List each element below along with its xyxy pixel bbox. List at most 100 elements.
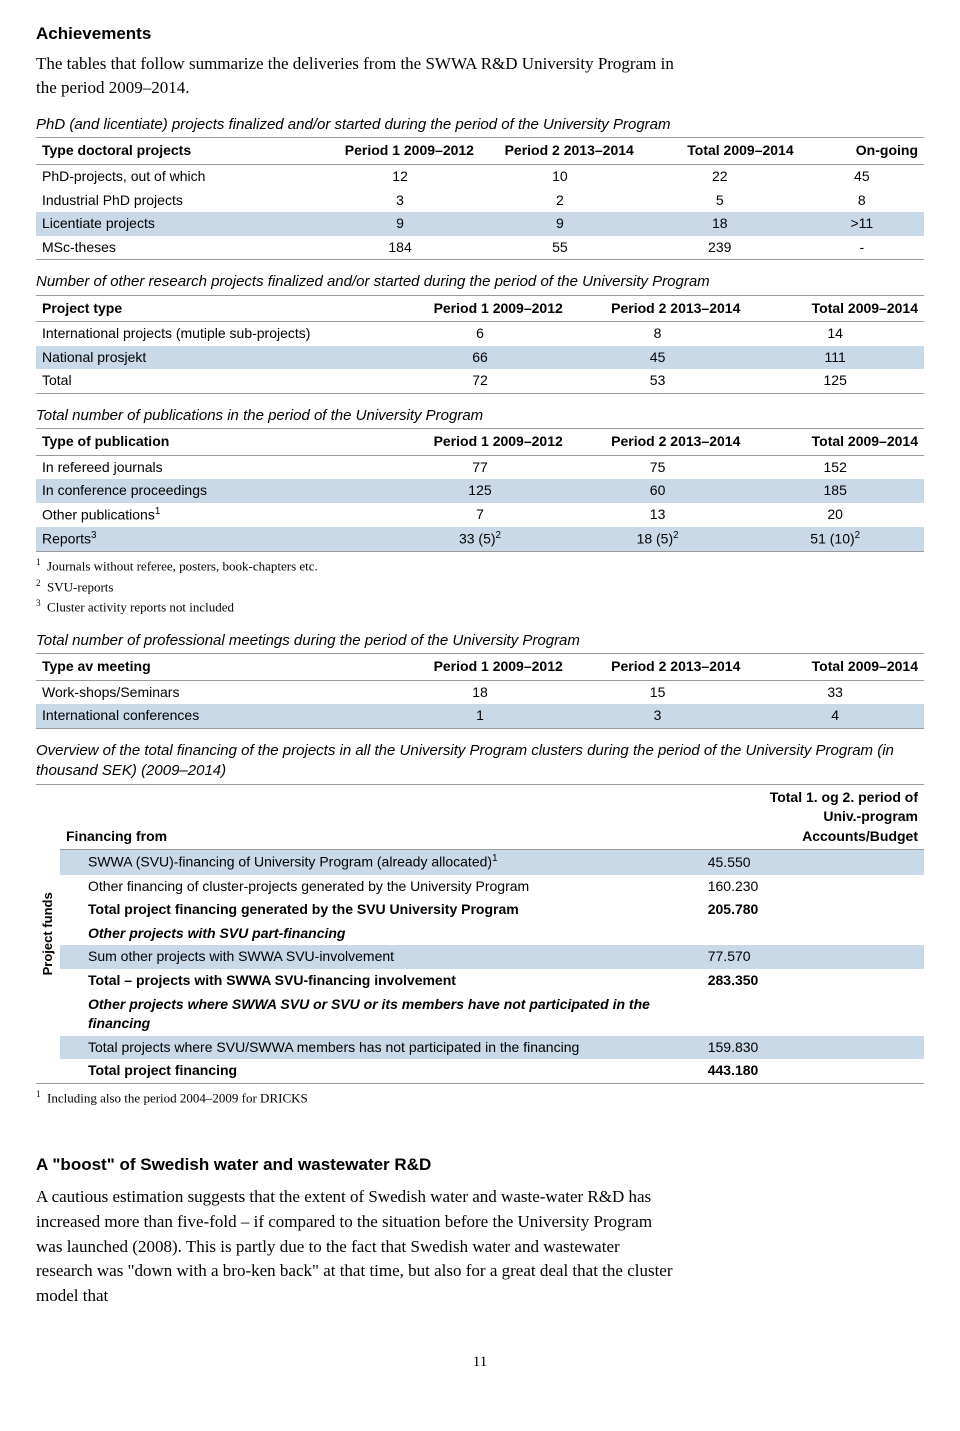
section-heading: Achievements — [36, 22, 924, 46]
row-label: Other publications1 — [36, 503, 391, 527]
table-cell: 125 — [746, 369, 924, 393]
table-header: Project type — [36, 295, 391, 322]
subsection-heading: A "boost" of Swedish water and wastewate… — [36, 1153, 924, 1177]
table-cell: 125 — [391, 479, 569, 503]
table-cell: 22 — [640, 164, 800, 188]
row-label: Licentiate projects — [36, 212, 320, 236]
row-label: PhD-projects, out of which — [36, 164, 320, 188]
table-cell: 60 — [569, 479, 747, 503]
table-cell: 9 — [320, 212, 480, 236]
table-row: International projects (mutiple sub-proj… — [36, 322, 924, 346]
financing-side-label: Project funds — [36, 785, 60, 1083]
body-paragraph: A cautious estimation suggests that the … — [36, 1185, 676, 1308]
row-label: National prosjekt — [36, 346, 391, 370]
financing-row: Total projects where SVU/SWWA members ha… — [60, 1036, 924, 1060]
table-cell: 72 — [391, 369, 569, 393]
financing-table-wrap: Project funds Financing from Total 1. og… — [36, 784, 924, 1084]
table-cell: 185 — [746, 479, 924, 503]
table-row: National prosjekt6645111 — [36, 346, 924, 370]
table-cell: 7 — [391, 503, 569, 527]
table-cell: 18 (5)2 — [569, 527, 747, 552]
table-cell: 18 — [640, 212, 800, 236]
financing-value: 283.350 — [702, 969, 924, 993]
table-header: Type doctoral projects — [36, 138, 320, 165]
financing-value — [702, 922, 924, 946]
financing-value — [702, 993, 924, 1036]
table-row: In refereed journals7775152 — [36, 455, 924, 479]
financing-row: Sum other projects with SWWA SVU-involve… — [60, 945, 924, 969]
table-header: Period 2 2013–2014 — [569, 654, 747, 681]
table-cell: 3 — [320, 189, 480, 213]
table-cell: 111 — [746, 346, 924, 370]
table-cell: 2 — [480, 189, 640, 213]
table-cell: 15 — [569, 680, 747, 704]
table-cell: 8 — [569, 322, 747, 346]
financing-row: Total project financing generated by the… — [60, 898, 924, 922]
financing-header-1: Total 1. og 2. period ofUniv.-program Ac… — [702, 785, 924, 850]
table-header: Period 1 2009–2012 — [391, 429, 569, 456]
financing-value: 45.550 — [702, 850, 924, 875]
footnote: 2 SVU-reports — [36, 577, 924, 597]
table-row: Work-shops/Seminars181533 — [36, 680, 924, 704]
table-cell: 20 — [746, 503, 924, 527]
footnote: 1 Journals without referee, posters, boo… — [36, 556, 924, 576]
table-cell: 10 — [480, 164, 640, 188]
table-cell: 9 — [480, 212, 640, 236]
table-cell: 45 — [800, 164, 924, 188]
row-label: In refereed journals — [36, 455, 391, 479]
table-cell: 51 (10)2 — [746, 527, 924, 552]
table-cell: 6 — [391, 322, 569, 346]
table3: Type of publicationPeriod 1 2009–2012Per… — [36, 428, 924, 552]
financing-value: 77.570 — [702, 945, 924, 969]
table-header: Period 2 2013–2014 — [569, 295, 747, 322]
table4-caption: Total number of professional meetings du… — [36, 631, 924, 651]
financing-label: Total projects where SVU/SWWA members ha… — [60, 1036, 702, 1060]
table-header: Period 2 2013–2014 — [569, 429, 747, 456]
table-cell: 152 — [746, 455, 924, 479]
financing-label: SWWA (SVU)-financing of University Progr… — [60, 850, 702, 875]
table-cell: 13 — [569, 503, 747, 527]
table-header: Total 2009–2014 — [640, 138, 800, 165]
financing-value: 443.180 — [702, 1059, 924, 1083]
financing-label: Sum other projects with SWWA SVU-involve… — [60, 945, 702, 969]
table-cell: 239 — [640, 236, 800, 260]
table-row: Licentiate projects9918>11 — [36, 212, 924, 236]
financing-row: SWWA (SVU)-financing of University Progr… — [60, 850, 924, 875]
financing-footnote: 1 Including also the period 2004–2009 fo… — [36, 1088, 924, 1108]
table-row: Total7253125 — [36, 369, 924, 393]
financing-row: Other financing of cluster-projects gene… — [60, 875, 924, 899]
table-row: Reports333 (5)218 (5)251 (10)2 — [36, 527, 924, 552]
financing-row: Total – projects with SWWA SVU-financing… — [60, 969, 924, 993]
row-label: International conferences — [36, 704, 391, 728]
row-label: Reports3 — [36, 527, 391, 552]
financing-value: 205.780 — [702, 898, 924, 922]
table-cell: 5 — [640, 189, 800, 213]
table1: Type doctoral projectsPeriod 1 2009–2012… — [36, 137, 924, 260]
table3-caption: Total number of publications in the peri… — [36, 406, 924, 426]
row-label: Work-shops/Seminars — [36, 680, 391, 704]
table-cell: - — [800, 236, 924, 260]
row-label: Total — [36, 369, 391, 393]
table-row: International conferences134 — [36, 704, 924, 728]
table-header: Period 2 2013–2014 — [480, 138, 640, 165]
table-header: Total 2009–2014 — [746, 429, 924, 456]
financing-label: Other financing of cluster-projects gene… — [60, 875, 702, 899]
financing-label: Other projects where SWWA SVU or SVU or … — [60, 993, 702, 1036]
table-cell: 1 — [391, 704, 569, 728]
financing-label: Total project financing — [60, 1059, 702, 1083]
financing-value: 159.830 — [702, 1036, 924, 1060]
financing-value: 160.230 — [702, 875, 924, 899]
table-cell: 53 — [569, 369, 747, 393]
financing-label: Other projects with SVU part-financing — [60, 922, 702, 946]
table-row: In conference proceedings12560185 — [36, 479, 924, 503]
table1-caption: PhD (and licentiate) projects finalized … — [36, 115, 924, 135]
table-row: Industrial PhD projects3258 — [36, 189, 924, 213]
row-label: Industrial PhD projects — [36, 189, 320, 213]
footnote: 3 Cluster activity reports not included — [36, 597, 924, 617]
table-header: Total 2009–2014 — [746, 295, 924, 322]
table-cell: 3 — [569, 704, 747, 728]
financing-label: Total project financing generated by the… — [60, 898, 702, 922]
table4: Type av meetingPeriod 1 2009–2012Period … — [36, 653, 924, 729]
table-cell: >11 — [800, 212, 924, 236]
page-number: 11 — [36, 1352, 924, 1373]
